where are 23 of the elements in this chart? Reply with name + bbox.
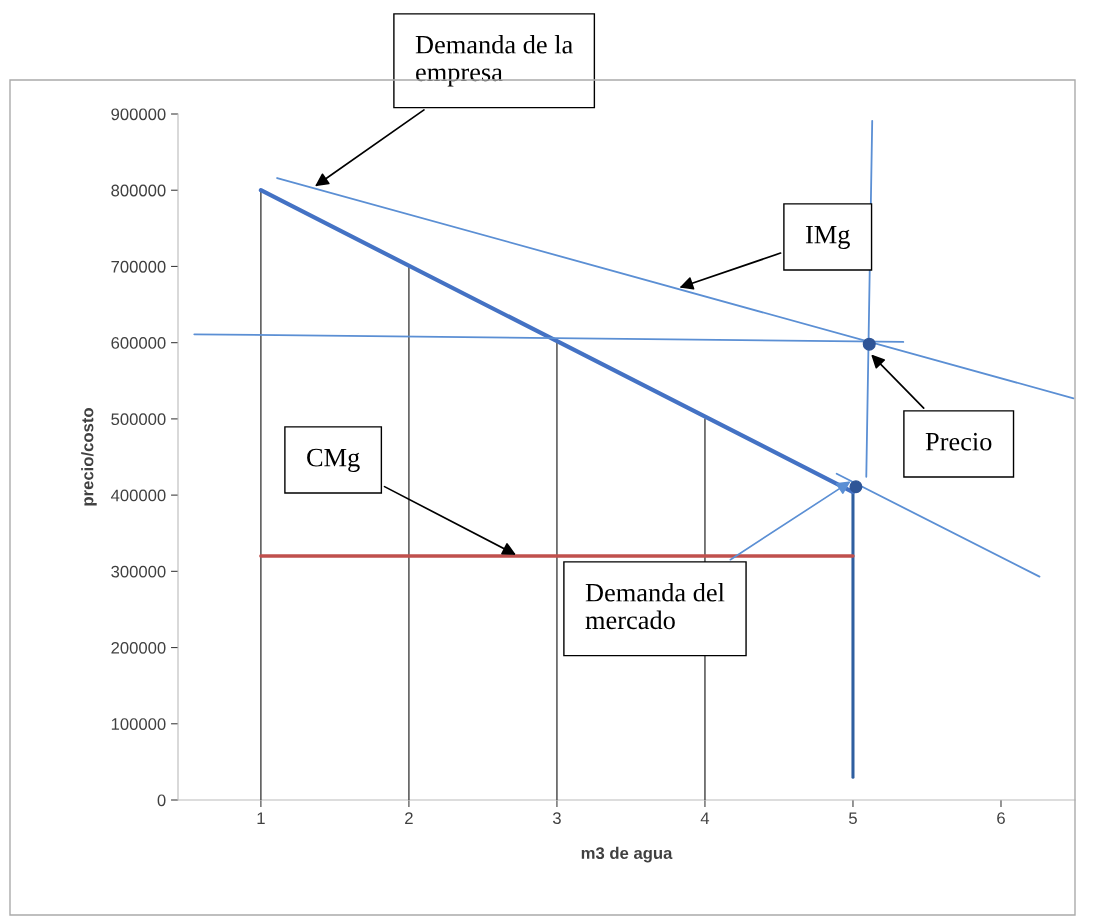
y-tick-label: 300000 (111, 565, 166, 578)
annotation: Demanda del mercado (585, 583, 725, 630)
y-tick-label: 200000 (111, 641, 166, 654)
x-tick-label: 6 (997, 812, 1005, 825)
y-tick-label: 100000 (111, 718, 166, 730)
x-axis-title: m3 de agua (581, 846, 673, 863)
x-tick-label: 1 (257, 812, 265, 824)
annotation: IMg (805, 225, 850, 249)
x-tick-label: 5 (849, 812, 857, 825)
annotation: CMg (307, 448, 360, 472)
x-tick-label: 3 (552, 812, 561, 825)
y-tick-label: 800000 (111, 184, 166, 197)
x-tick-label: 2 (405, 812, 413, 824)
annotation: Precio (925, 432, 992, 451)
y-tick-label: 0 (157, 794, 166, 807)
y-tick-label: 500000 (111, 413, 166, 426)
y-tick-label: 700000 (111, 260, 166, 273)
y-tick-label: 400000 (110, 489, 166, 502)
x-tick-label: 4 (700, 812, 710, 824)
y-tick-label: 600000 (111, 337, 166, 349)
y-tick-label: 900000 (111, 108, 166, 121)
annotation: Demanda de la empresa (415, 35, 573, 87)
y-axis-title: precio/costo (81, 408, 97, 506)
